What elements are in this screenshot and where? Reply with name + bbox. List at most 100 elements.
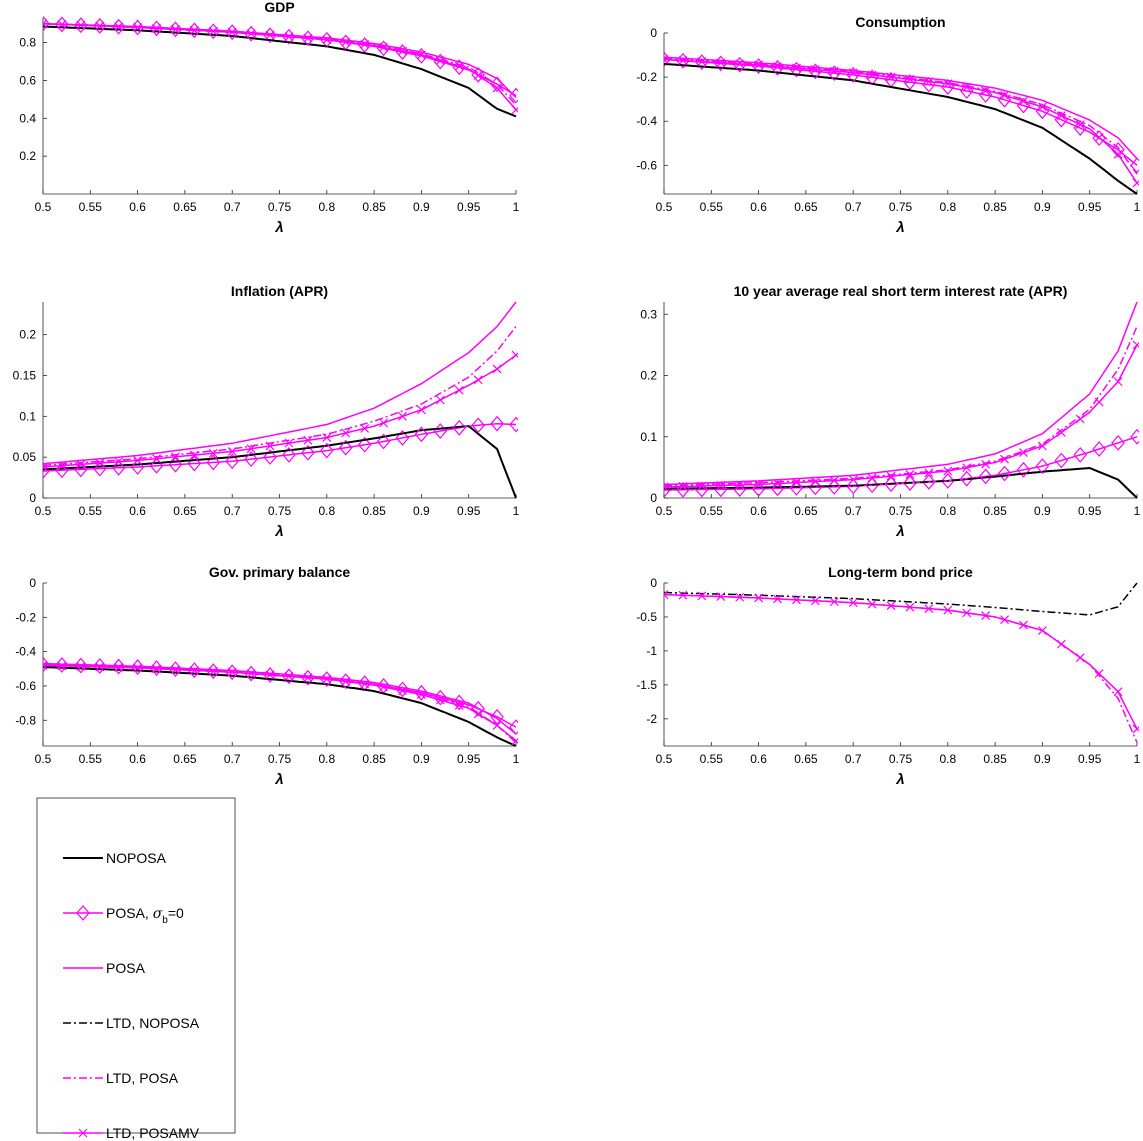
- data-point-x: [322, 674, 332, 684]
- data-point-x: [716, 58, 726, 68]
- data-point-x: [678, 590, 688, 600]
- series-line-ltd-noposa: [43, 425, 517, 499]
- x-tick-label: 0.9: [1034, 504, 1051, 518]
- data-point-x: [1056, 111, 1066, 121]
- x-tick-label: 1: [1134, 752, 1141, 766]
- data-point-x: [1113, 149, 1123, 159]
- data-point-x: [1056, 428, 1066, 437]
- y-tick-label: 0.4: [19, 111, 36, 125]
- data-point-x: [114, 22, 124, 32]
- data-point-x: [754, 480, 764, 489]
- data-point-x: [284, 671, 294, 681]
- data-point-x: [886, 471, 896, 481]
- data-point-x: [1019, 96, 1028, 106]
- data-point-x: [924, 604, 934, 614]
- x-tick-label: 0.7: [845, 752, 862, 766]
- data-point-x: [341, 428, 351, 438]
- data-point-diamond: [941, 472, 955, 489]
- x-tick-label: 0.95: [457, 200, 481, 214]
- data-point-x: [208, 666, 218, 676]
- data-point-diamond: [244, 451, 258, 468]
- data-point-x: [664, 590, 669, 599]
- data-point-x: [189, 666, 199, 675]
- x-tick-label: 0.55: [79, 200, 103, 214]
- data-point-x: [360, 679, 370, 689]
- data-point-x: [1037, 441, 1047, 451]
- data-point-x: [265, 30, 275, 40]
- data-point-x: [303, 33, 313, 43]
- data-point-x: [76, 661, 86, 671]
- x-tick-label: 0.65: [173, 200, 197, 214]
- data-point-x: [1075, 120, 1085, 129]
- data-point-x: [454, 61, 464, 71]
- data-point-x: [511, 350, 518, 360]
- data-point-diamond: [664, 482, 671, 498]
- data-point-diamond: [225, 453, 239, 470]
- y-tick-label: 0: [29, 491, 36, 505]
- x-axis-label: λ: [274, 771, 283, 788]
- data-point-x: [810, 477, 820, 487]
- x-tick-label: 0.7: [224, 504, 241, 518]
- y-tick-label: 0: [29, 576, 36, 590]
- data-point-x: [341, 37, 351, 47]
- x-tick-label: 0.55: [700, 200, 724, 214]
- data-point-x: [1075, 414, 1085, 424]
- subplot-inflation-apr: Inflation (APR) 0.5 0.55 0.6 0.65 0.7 0.75 0.8 0…: [13, 283, 520, 540]
- data-point-diamond: [1035, 458, 1050, 475]
- data-point-diamond: [43, 16, 50, 32]
- series-group: [664, 301, 1139, 499]
- series-line-ltd-posa: [664, 593, 1138, 743]
- x-tick-label: 0.9: [413, 504, 430, 518]
- data-point-x: [810, 596, 820, 606]
- data-point-diamond: [92, 18, 107, 34]
- legend-marker-diamond: [76, 905, 90, 921]
- x-tick-label: 0.55: [79, 752, 103, 766]
- data-point-x: [943, 605, 953, 615]
- data-point-diamond: [676, 481, 690, 498]
- data-point-x: [152, 454, 161, 464]
- data-point-x: [829, 597, 839, 607]
- data-point-diamond: [751, 480, 766, 497]
- data-point-x: [829, 476, 839, 486]
- data-point-x: [735, 592, 745, 602]
- data-point-x: [962, 82, 972, 92]
- series-line-ltd-posa: [43, 22, 517, 106]
- x-tick-label: 0.5: [656, 200, 673, 214]
- data-point-x: [416, 405, 426, 415]
- data-point-x: [773, 594, 782, 604]
- x-tick-label: 0.95: [1078, 752, 1102, 766]
- data-point-x: [867, 599, 877, 609]
- data-point-x: [416, 50, 426, 60]
- data-point-x: [905, 74, 915, 84]
- data-point-x: [57, 20, 67, 29]
- data-point-x: [886, 72, 896, 82]
- data-point-x: [1094, 397, 1104, 407]
- x-tick-label: 0.7: [224, 200, 241, 214]
- data-point-diamond: [395, 429, 410, 446]
- data-point-x: [1113, 377, 1123, 387]
- legend-entry-ltd-posamv: LTD, POSAMV: [63, 1125, 200, 1141]
- data-point-diamond: [149, 660, 164, 677]
- series-line-posa: [43, 301, 517, 465]
- data-point-x: [492, 720, 502, 730]
- y-tick-label: 0.6: [19, 73, 36, 87]
- x-tick-label: 0.6: [129, 752, 146, 766]
- data-point-diamond: [865, 477, 879, 494]
- data-point-x: [133, 23, 143, 32]
- legend-label: POSA, σb=0: [106, 905, 184, 926]
- x-tick-label: 0.6: [750, 200, 767, 214]
- data-point-x: [492, 364, 502, 374]
- data-point-x: [492, 83, 502, 93]
- data-point-diamond: [884, 476, 898, 493]
- y-tick-label: -1.5: [636, 678, 657, 692]
- data-point-x: [114, 457, 124, 467]
- data-point-x: [697, 591, 707, 601]
- data-point-x: [905, 602, 915, 612]
- x-tick-label: 0.8: [939, 504, 956, 518]
- data-point-x: [848, 598, 858, 608]
- x-tick-label: 0.75: [268, 200, 292, 214]
- data-point-x: [716, 592, 726, 602]
- y-tick-label: -0.4: [636, 114, 657, 128]
- data-point-diamond: [695, 481, 709, 498]
